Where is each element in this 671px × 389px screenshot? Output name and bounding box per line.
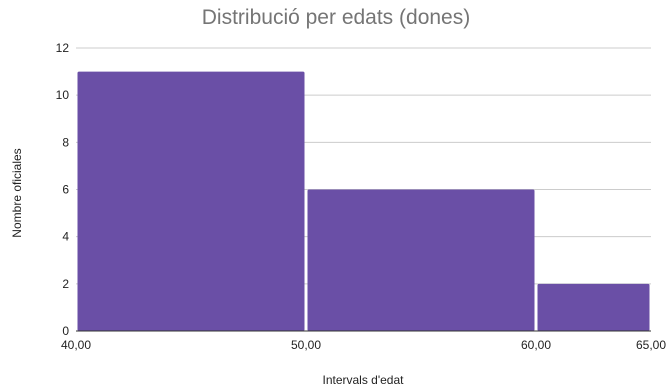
x-tick-label: 65,00 bbox=[636, 338, 666, 352]
y-tick-label: 6 bbox=[62, 183, 69, 197]
histogram-bar bbox=[77, 71, 305, 331]
histogram-bar bbox=[537, 283, 650, 331]
histogram-bar bbox=[307, 189, 535, 331]
x-axis-ticks: 40,00 50,00 60,00 65,00 bbox=[61, 338, 666, 352]
x-axis-label: Intervals d'edat bbox=[322, 373, 404, 387]
y-tick-label: 12 bbox=[56, 41, 70, 55]
y-tick-label: 8 bbox=[62, 135, 69, 149]
y-axis-ticks: 0 2 4 6 8 10 12 bbox=[56, 41, 70, 338]
x-tick-label: 50,00 bbox=[291, 338, 321, 352]
y-axis-label: Nombre oficiales bbox=[10, 148, 24, 237]
x-tick-label: 40,00 bbox=[61, 338, 91, 352]
chart-title: Distribució per edats (dones) bbox=[202, 6, 470, 29]
bars bbox=[77, 71, 650, 331]
y-tick-label: 2 bbox=[62, 277, 69, 291]
y-tick-label: 0 bbox=[62, 324, 69, 338]
y-tick-label: 10 bbox=[56, 88, 70, 102]
x-tick-label: 60,00 bbox=[521, 338, 551, 352]
y-tick-label: 4 bbox=[62, 230, 69, 244]
